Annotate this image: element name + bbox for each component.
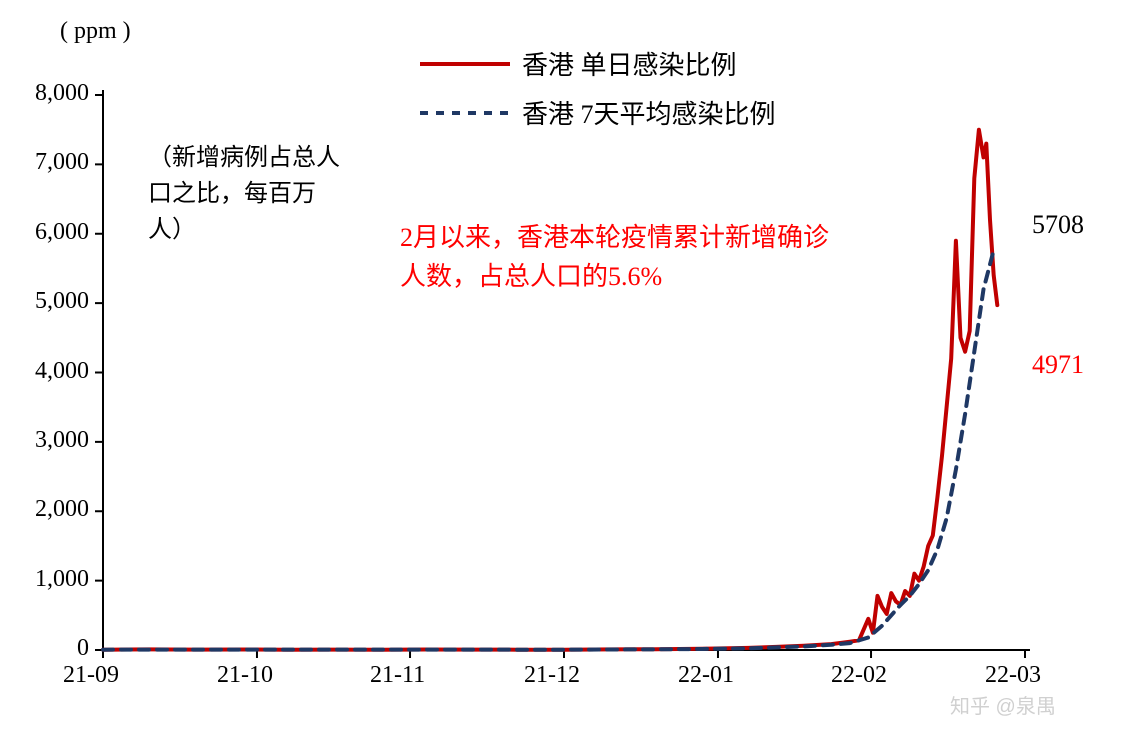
annotation-text: 2月以来，香港本轮疫情累计新增确诊人数，占总人口的5.6% <box>400 218 830 296</box>
y-tick-label: 4,000 <box>35 358 89 385</box>
unit-label: ( ppm ) <box>60 18 131 45</box>
end-value-label: 4971 <box>1032 350 1084 380</box>
x-tick-label: 22-01 <box>678 662 734 689</box>
legend-item: 香港 7天平均感染比例 <box>420 94 776 131</box>
y-tick-label: 2,000 <box>35 496 89 523</box>
x-tick-label: 21-12 <box>524 662 580 689</box>
y-tick-label: 5,000 <box>35 288 89 315</box>
y-tick-label: 1,000 <box>35 566 89 593</box>
y-tick-label: 3,000 <box>35 427 89 454</box>
legend-swatch <box>420 103 510 123</box>
watermark: 知乎 @泉禺 <box>950 690 1056 719</box>
series-avg7 <box>103 254 997 650</box>
legend-label: 香港 7天平均感染比例 <box>522 94 776 131</box>
y-tick-label: 0 <box>77 635 89 662</box>
note-text: （新增病例占总人口之比，每百万人） <box>148 140 348 248</box>
end-value-label: 5708 <box>1032 210 1084 240</box>
legend: 香港 单日感染比例香港 7天平均感染比例 <box>420 45 776 143</box>
x-tick-label: 22-02 <box>831 662 887 689</box>
y-tick-label: 7,000 <box>35 149 89 176</box>
legend-label: 香港 单日感染比例 <box>522 45 737 82</box>
x-tick-label: 21-10 <box>217 662 273 689</box>
x-tick-label: 22-03 <box>985 662 1041 689</box>
x-tick-label: 21-09 <box>63 662 119 689</box>
legend-item: 香港 单日感染比例 <box>420 45 776 82</box>
y-tick-label: 8,000 <box>35 80 89 107</box>
y-tick-label: 6,000 <box>35 219 89 246</box>
legend-swatch <box>420 54 510 74</box>
x-tick-label: 21-11 <box>370 662 425 689</box>
line-chart: ( ppm ) （新增病例占总人口之比，每百万人） 2月以来，香港本轮疫情累计新… <box>0 0 1147 737</box>
